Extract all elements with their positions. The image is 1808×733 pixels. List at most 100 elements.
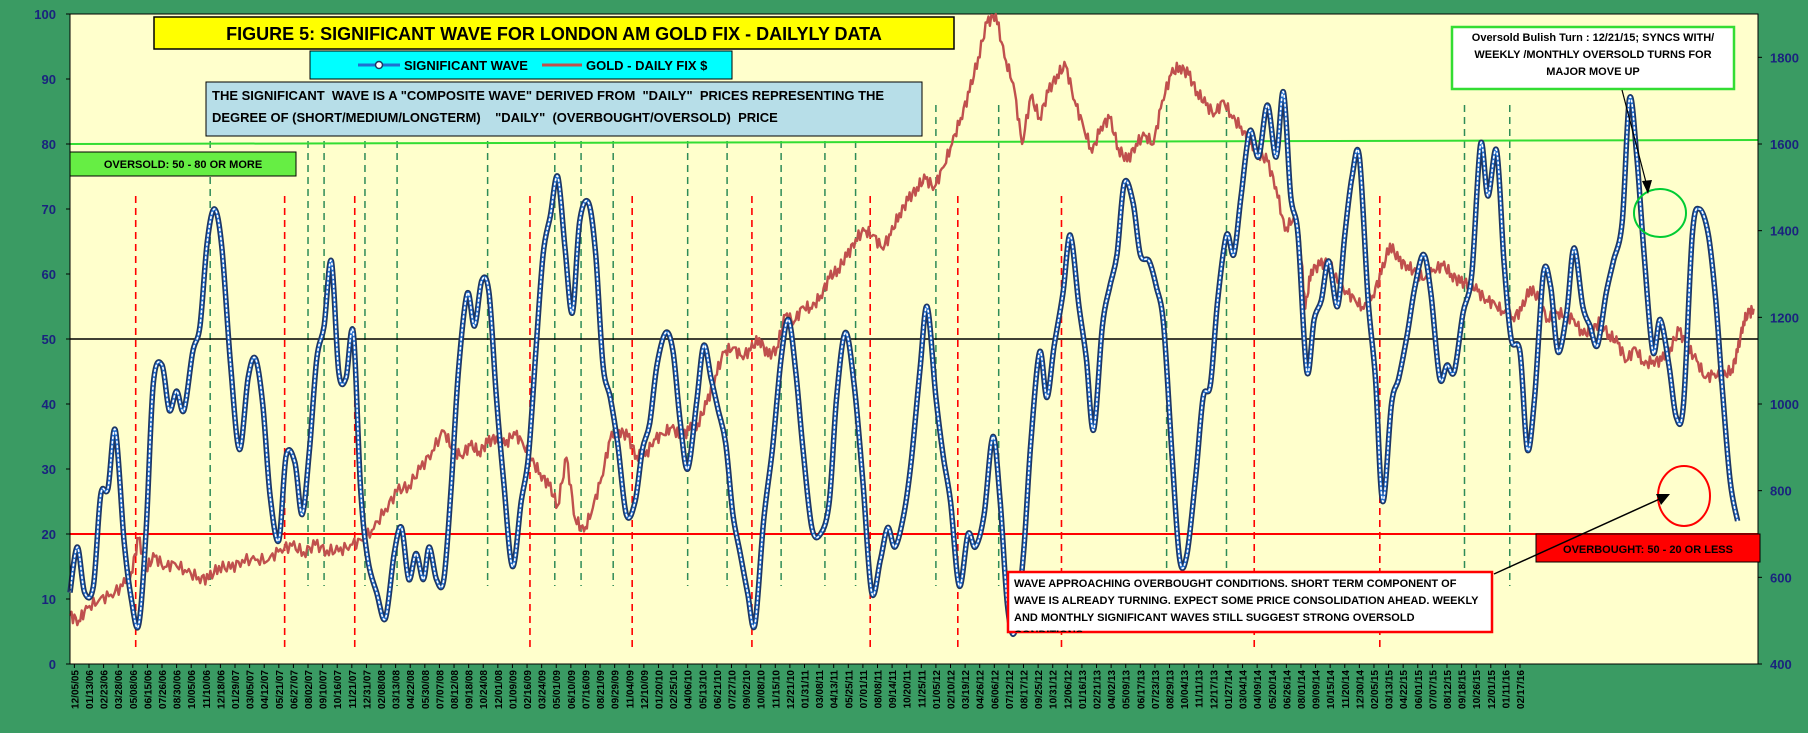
x-tick-labels: 12/05/05 01/13/06 02/23/06 03/28/06 05/08/06… bbox=[70, 670, 1527, 709]
x-tick-label: 08/01/14 bbox=[1297, 670, 1308, 709]
description-box bbox=[205, 81, 923, 137]
x-tick-label: 06/27/07 bbox=[289, 670, 300, 709]
right-axis-tick-label: 600 bbox=[1770, 570, 1792, 585]
title-box bbox=[153, 16, 955, 50]
oversold-label-box bbox=[69, 151, 297, 177]
x-tick-label: 11/11/13 bbox=[1195, 670, 1206, 708]
legend-wave-marker bbox=[374, 60, 384, 70]
x-tick-label: 09/10/07 bbox=[319, 670, 330, 709]
left-axis-tick-label: 80 bbox=[42, 137, 56, 152]
x-tick-label: 01/20/10 bbox=[655, 670, 666, 709]
x-tick-label: 04/06/10 bbox=[684, 670, 695, 709]
comment-arrow bbox=[1493, 496, 1665, 575]
x-tick-label: 03/19/12 bbox=[961, 670, 972, 709]
x-tick-label: 08/02/07 bbox=[304, 670, 315, 709]
left-axis-tick-label: 60 bbox=[42, 267, 56, 282]
x-tick-label: 07/27/10 bbox=[728, 670, 739, 709]
x-tick-label: 11/15/10 bbox=[771, 670, 782, 709]
x-tick-label: 01/09/09 bbox=[508, 670, 519, 709]
x-tick-label: 08/17/12 bbox=[1020, 670, 1031, 709]
x-tick-label: 10/20/11 bbox=[903, 670, 914, 709]
x-tick-label: 10/04/13 bbox=[1180, 670, 1191, 709]
turn-note-text: Oversold Bulish Turn : 12/21/15; SYNCS W… bbox=[1471, 32, 1715, 78]
x-tick-label: 04/12/07 bbox=[260, 670, 271, 709]
x-tick-label: 08/30/06 bbox=[173, 670, 184, 709]
x-tick-label: 06/17/13 bbox=[1136, 670, 1147, 709]
x-tick-label: 09/02/10 bbox=[742, 670, 753, 709]
x-tick-label: 09/29/09 bbox=[611, 670, 622, 709]
legend-wave-label: SIGNIFICANT WAVE bbox=[404, 58, 528, 73]
oversold-line bbox=[69, 139, 1759, 145]
x-tick-label: 12/30/14 bbox=[1355, 670, 1366, 709]
x-tick-label: 12/31/07 bbox=[362, 670, 373, 709]
x-tick-label: 06/10/09 bbox=[567, 670, 578, 709]
oversold-label: OVERSOLD: 50 - 80 OR MORE bbox=[104, 159, 262, 171]
x-tick-label: 07/01/11 bbox=[859, 670, 870, 709]
x-tick-label: 02/10/12 bbox=[947, 670, 958, 709]
x-tick-label: 03/13/15 bbox=[1385, 670, 1396, 709]
x-tick-label: 01/16/13 bbox=[1078, 670, 1089, 709]
x-tick-label: 11/25/11 bbox=[917, 670, 928, 708]
x-tick-label: 04/26/12 bbox=[976, 670, 987, 709]
x-tick-label: 06/15/06 bbox=[143, 670, 154, 709]
x-tick-label: 12/01/08 bbox=[494, 670, 505, 709]
x-tick-label: 10/08/10 bbox=[757, 670, 768, 709]
x-tick-label: 01/27/14 bbox=[1224, 670, 1235, 709]
x-tick-label: 12/05/05 bbox=[70, 670, 81, 709]
description-text: THE SIGNIFICANT WAVE IS A "COMPOSITE WAV… bbox=[212, 88, 888, 125]
x-tick-label: 06/26/14 bbox=[1282, 670, 1293, 709]
right-axis-tick-label: 400 bbox=[1770, 657, 1792, 672]
x-tick-label: 01/05/12 bbox=[932, 670, 943, 709]
x-tick-label: 03/28/06 bbox=[114, 670, 125, 709]
comment-box bbox=[1006, 570, 1494, 634]
comment-arrowhead bbox=[1656, 494, 1670, 505]
left-axis-tick-label: 40 bbox=[42, 397, 56, 412]
x-tick-label: 05/13/10 bbox=[698, 670, 709, 709]
x-tick-label: 11/20/14 bbox=[1341, 670, 1352, 709]
x-tick-label: 08/21/09 bbox=[596, 670, 607, 709]
x-tick-label: 08/29/13 bbox=[1166, 670, 1177, 709]
left-axis-tick-label: 70 bbox=[42, 202, 56, 217]
x-tick-label: 03/13/08 bbox=[392, 670, 403, 709]
left-axis-tick-label: 90 bbox=[42, 72, 56, 87]
x-tick-label: 02/23/06 bbox=[100, 670, 111, 709]
overbought-label: OVERBOUGHT: 50 - 20 OR LESS bbox=[1563, 544, 1733, 556]
x-tick-label: 02/16/09 bbox=[523, 670, 534, 709]
x-tick-label: 12/18/06 bbox=[216, 670, 227, 709]
x-tick-label: 05/30/08 bbox=[421, 670, 432, 709]
x-tick-label: 08/12/08 bbox=[450, 670, 461, 709]
x-tick-label: 01/13/06 bbox=[85, 670, 96, 709]
x-tick-label: 03/24/09 bbox=[538, 670, 549, 709]
x-tick-label: 02/21/13 bbox=[1093, 670, 1104, 709]
x-tick-label: 10/15/14 bbox=[1326, 670, 1337, 709]
right-axis-tick-label: 800 bbox=[1770, 484, 1792, 499]
x-tick-label: 07/07/15 bbox=[1428, 670, 1439, 709]
legend-gold-label: GOLD - DAILY FIX $ bbox=[586, 58, 708, 73]
x-tick-label: 10/26/15 bbox=[1472, 670, 1483, 709]
x-tick-label: 05/21/07 bbox=[275, 670, 286, 709]
x-tick-label: 10/16/07 bbox=[333, 670, 344, 709]
x-tick-label: 08/12/15 bbox=[1443, 670, 1454, 709]
gold-series bbox=[68, 12, 1755, 627]
chart-title: FIGURE 5: SIGNIFICANT WAVE FOR LONDON AM… bbox=[226, 24, 882, 44]
x-tick-label: 04/02/13 bbox=[1107, 670, 1118, 709]
x-tick-label: 03/04/14 bbox=[1239, 670, 1250, 709]
x-tick-label: 02/08/08 bbox=[377, 670, 388, 709]
x-tick-label: 05/09/13 bbox=[1122, 670, 1133, 709]
x-tick-label: 04/22/15 bbox=[1399, 670, 1410, 709]
oversold-turn-highlight bbox=[1633, 188, 1687, 238]
x-tick-label: 05/08/06 bbox=[129, 670, 140, 709]
x-tick-label: 06/06/12 bbox=[990, 670, 1001, 709]
x-tick-label: 07/23/13 bbox=[1151, 670, 1162, 709]
x-tick-label: 07/12/12 bbox=[1005, 670, 1016, 709]
x-tick-label: 12/01/15 bbox=[1487, 670, 1498, 709]
left-axis-tick-label: 50 bbox=[42, 332, 56, 347]
x-tick-label: 01/11/16 bbox=[1501, 670, 1512, 709]
x-tick-label: 07/26/06 bbox=[158, 670, 169, 709]
x-tick-label: 01/31/11 bbox=[801, 670, 812, 709]
right-axis-tick-label: 1200 bbox=[1770, 310, 1799, 325]
x-tick-label: 04/13/11 bbox=[830, 670, 841, 709]
x-tick-label: 07/16/09 bbox=[582, 670, 593, 709]
right-axis-tick-label: 1000 bbox=[1770, 397, 1799, 412]
